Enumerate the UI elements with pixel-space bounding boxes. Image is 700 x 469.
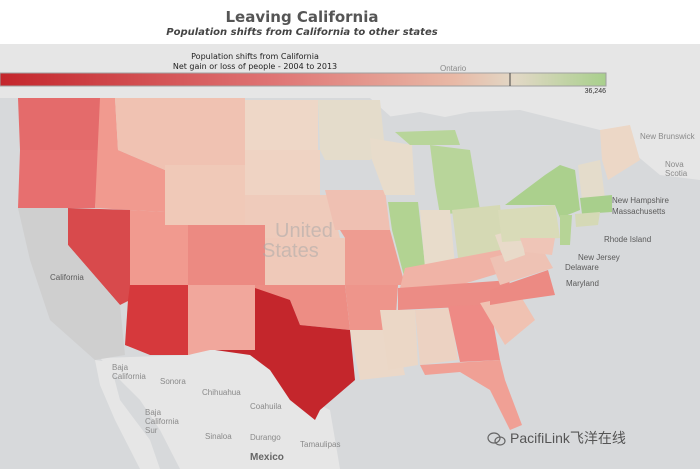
label-baja-california-sur: Baja California Sur [145,408,179,435]
state-pennsylvania[interactable] [498,205,560,242]
header: Leaving California Population shifts fro… [0,0,700,44]
label-mexico: Mexico [250,452,284,463]
state-nevada[interactable] [68,208,130,305]
state-colorado[interactable] [188,225,265,285]
label-ontario: Ontario [440,64,467,73]
state-missouri[interactable] [340,230,405,285]
state-nebraska[interactable] [245,195,340,238]
label-baja-california: Baja California [112,363,146,381]
state-georgia[interactable] [448,305,500,362]
legend-max-label: 36,246 [584,88,606,95]
legend-title-line2: Net gain or loss of people - 2004 to 201… [172,62,338,71]
label-new-brunswick: New Brunswick [640,132,695,141]
label-tamaulipas: Tamaulipas [300,440,341,449]
state-alabama[interactable] [415,308,458,365]
label-sinaloa: Sinaloa [205,432,232,441]
state-iowa[interactable] [325,190,390,230]
page-title: Leaving California [225,8,379,26]
label-states: States [262,240,319,262]
label-chihuahua: Chihuahua [202,388,241,397]
label-sonora: Sonora [160,377,186,386]
state-connecticut[interactable] [575,212,600,227]
watermark: PacifiLink飞洋在线 [510,430,626,446]
choropleth-map[interactable] [0,44,700,469]
state-south-carolina[interactable] [480,295,535,345]
state-south-dakota[interactable] [245,150,320,195]
state-north-carolina[interactable] [490,270,555,305]
state-tennessee[interactable] [398,280,510,310]
state-oregon[interactable] [18,150,100,208]
state-massachusetts[interactable] [580,195,612,214]
label-new-hampshire: New Hampshire [612,196,669,205]
page-subtitle: Population shifts from California to oth… [166,27,438,38]
baja-peninsula [95,360,160,469]
state-north-dakota[interactable] [245,100,318,150]
label-new-jersey: New Jersey [578,253,620,262]
label-maryland: Maryland [566,279,599,288]
state-maryland[interactable] [520,238,555,255]
state-idaho[interactable] [95,98,165,212]
label-massachusetts: Massachusetts [612,207,666,216]
state-minnesota[interactable] [318,100,385,160]
label-united: United [275,220,333,242]
great-lakes [380,112,450,130]
state-montana[interactable] [115,98,245,170]
state-arizona[interactable] [125,285,188,355]
state-kentucky[interactable] [400,250,510,288]
state-michigan-up[interactable] [395,130,460,145]
state-washington[interactable] [18,98,100,150]
legend-title: Population shifts from California Net ga… [90,52,420,72]
state-michigan[interactable] [430,145,480,215]
label-nova-scotia: Nova Scotia [665,160,688,178]
state-mississippi[interactable] [380,310,418,370]
label-california: California [50,273,84,282]
state-maine[interactable] [600,125,640,180]
state-ohio[interactable] [452,205,505,258]
label-delaware: Delaware [565,263,599,272]
state-florida[interactable] [420,360,522,430]
state-wisconsin[interactable] [370,138,415,195]
state-new-mexico[interactable] [188,285,255,355]
state-indiana[interactable] [420,210,455,268]
label-coahuila: Coahuila [250,402,282,411]
state-new-york[interactable] [505,165,580,218]
label-durango: Durango [250,433,281,442]
label-rhode-island: Rhode Island [604,235,652,244]
legend-gradient-bar [0,72,607,87]
legend-title-line1: Population shifts from California [191,52,319,61]
state-illinois[interactable] [388,202,425,280]
wechat-icon [487,432,506,446]
state-utah[interactable] [130,210,188,285]
state-vermont-nh[interactable] [578,160,605,200]
state-california[interactable] [18,208,125,360]
state-new-jersey[interactable] [560,215,572,245]
state-wyoming[interactable] [165,165,245,225]
state-texas[interactable] [215,288,355,420]
state-kansas[interactable] [265,238,345,285]
us-states [18,98,640,430]
